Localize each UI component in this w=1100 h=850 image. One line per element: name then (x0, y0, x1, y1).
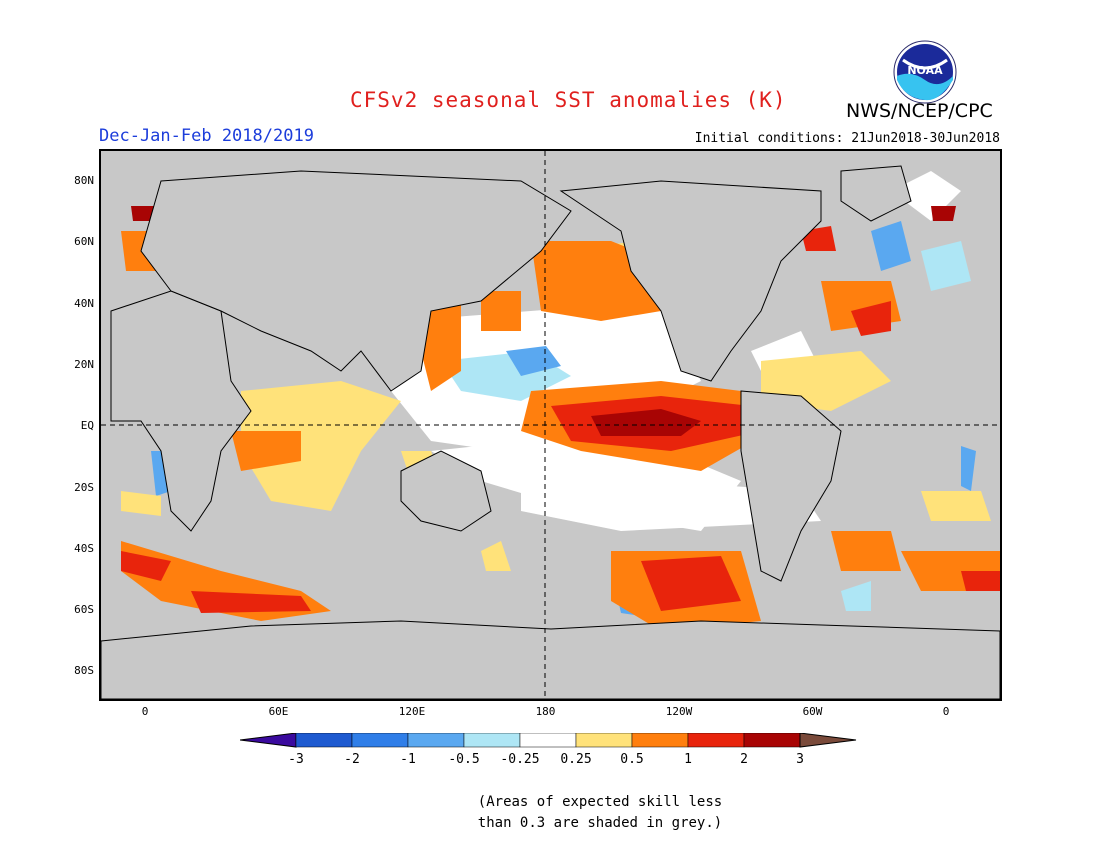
lon-label: 0 (942, 705, 950, 718)
colorbar-segment (351, 733, 409, 748)
colorbar-label: -1 (400, 752, 416, 767)
footnote-line-2: than 0.3 are shaded in grey.) (477, 815, 723, 831)
south-america-outline (740, 390, 842, 582)
colorbar-label: -3 (288, 752, 304, 767)
lon-label: 180 (535, 705, 556, 718)
footnote-line-1: (Areas of expected skill less (477, 794, 723, 810)
lon-label: 120W (665, 705, 693, 718)
colorbar-label: 2 (740, 752, 748, 767)
colorbar-label: -2 (344, 752, 360, 767)
colorbar-segment (463, 733, 521, 748)
north-america-outline (559, 180, 822, 382)
lat-label: 60N (74, 235, 94, 249)
colorbar-segment (631, 733, 689, 748)
colorbar-segment (519, 733, 577, 748)
colorbar-segment (575, 733, 633, 748)
colorbar-label: 3 (796, 752, 804, 767)
lat-label: 20N (74, 357, 94, 371)
lat-label: 80N (74, 174, 94, 187)
lon-label: 60E (268, 705, 289, 718)
lon-label: 0 (141, 705, 149, 718)
colorbar-label: -0.5 (448, 752, 480, 767)
chart-title: CFSv2 seasonal SST anomalies (K) (350, 88, 787, 112)
noaa-logo-icon: NOAA (893, 40, 957, 104)
colorbar-label: 0.5 (620, 752, 644, 767)
lat-label: 60S (74, 603, 94, 617)
lat-label: 40S (74, 541, 94, 555)
lat-label: 40N (74, 296, 94, 310)
lat-label: 80S (74, 664, 94, 678)
australia-outline (400, 450, 492, 532)
colorbar-segment (687, 733, 745, 748)
logo-text: NOAA (907, 64, 943, 77)
colorbar-segment (743, 733, 801, 748)
lat-label: EQ (80, 419, 94, 433)
colorbar (240, 733, 857, 748)
greenland-outline (840, 165, 912, 222)
colorbar-max-arrow (799, 733, 857, 748)
lat-label: 20S (74, 480, 94, 494)
continent-outlines (101, 165, 1000, 699)
season-label: Dec-Jan-Feb 2018/2019 (99, 126, 314, 146)
lon-label: 60W (802, 705, 823, 718)
colorbar-segment (295, 733, 353, 748)
sst-anomaly-map (99, 149, 1002, 701)
eurasia-outline (140, 170, 572, 392)
strong-warm-regions (121, 226, 1000, 613)
very-strong-warm-regions (131, 206, 956, 436)
colorbar-min-arrow (240, 733, 297, 748)
colorbar-label: 0.25 (560, 752, 592, 767)
footnote: (Areas of expected skill less than 0.3 a… (420, 792, 780, 834)
agency-label: NWS/NCEP/CPC (846, 100, 993, 122)
lon-label: 120E (398, 705, 426, 718)
colorbar-label: -0.25 (500, 752, 540, 767)
colorbar-segment (407, 733, 465, 748)
map-canvas (101, 151, 1000, 699)
initial-conditions-label: Initial conditions: 21Jun2018-30Jun2018 (694, 131, 1000, 146)
antarctica-outline (101, 620, 1000, 699)
colorbar-label: 1 (684, 752, 692, 767)
